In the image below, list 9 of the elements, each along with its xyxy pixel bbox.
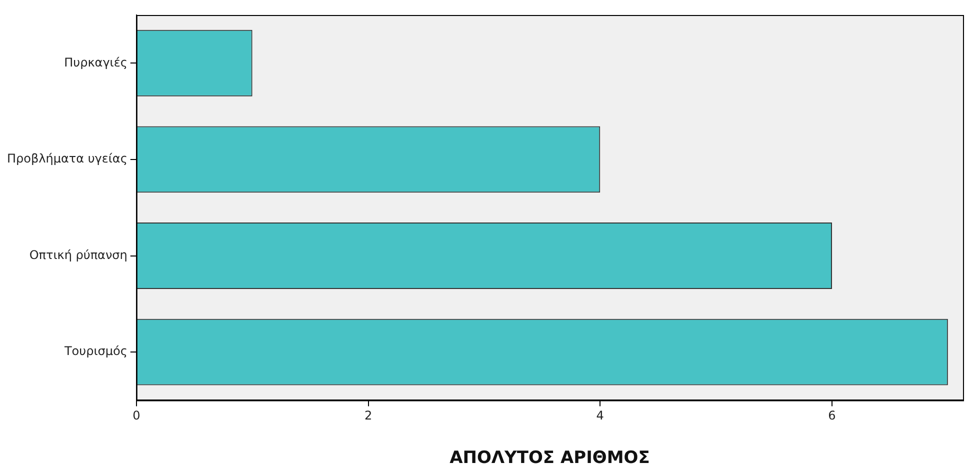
y-tick-label: Οπτική ρύπανση	[29, 248, 128, 262]
x-tick-label: 4	[596, 408, 604, 423]
y-tick-label: Τουρισμός	[63, 344, 128, 358]
x-tick-label: 2	[364, 408, 372, 423]
x-axis-title: ΑΠΟΛΥΤΟΣ ΑΡΙΘΜΟΣ	[450, 448, 650, 468]
x-tick-label: 6	[828, 408, 836, 423]
y-tick-label: Προβλήματα υγείας	[6, 152, 128, 166]
x-tick-label: 0	[132, 408, 140, 423]
y-tick-label: Πυρκαγιές	[64, 55, 128, 70]
